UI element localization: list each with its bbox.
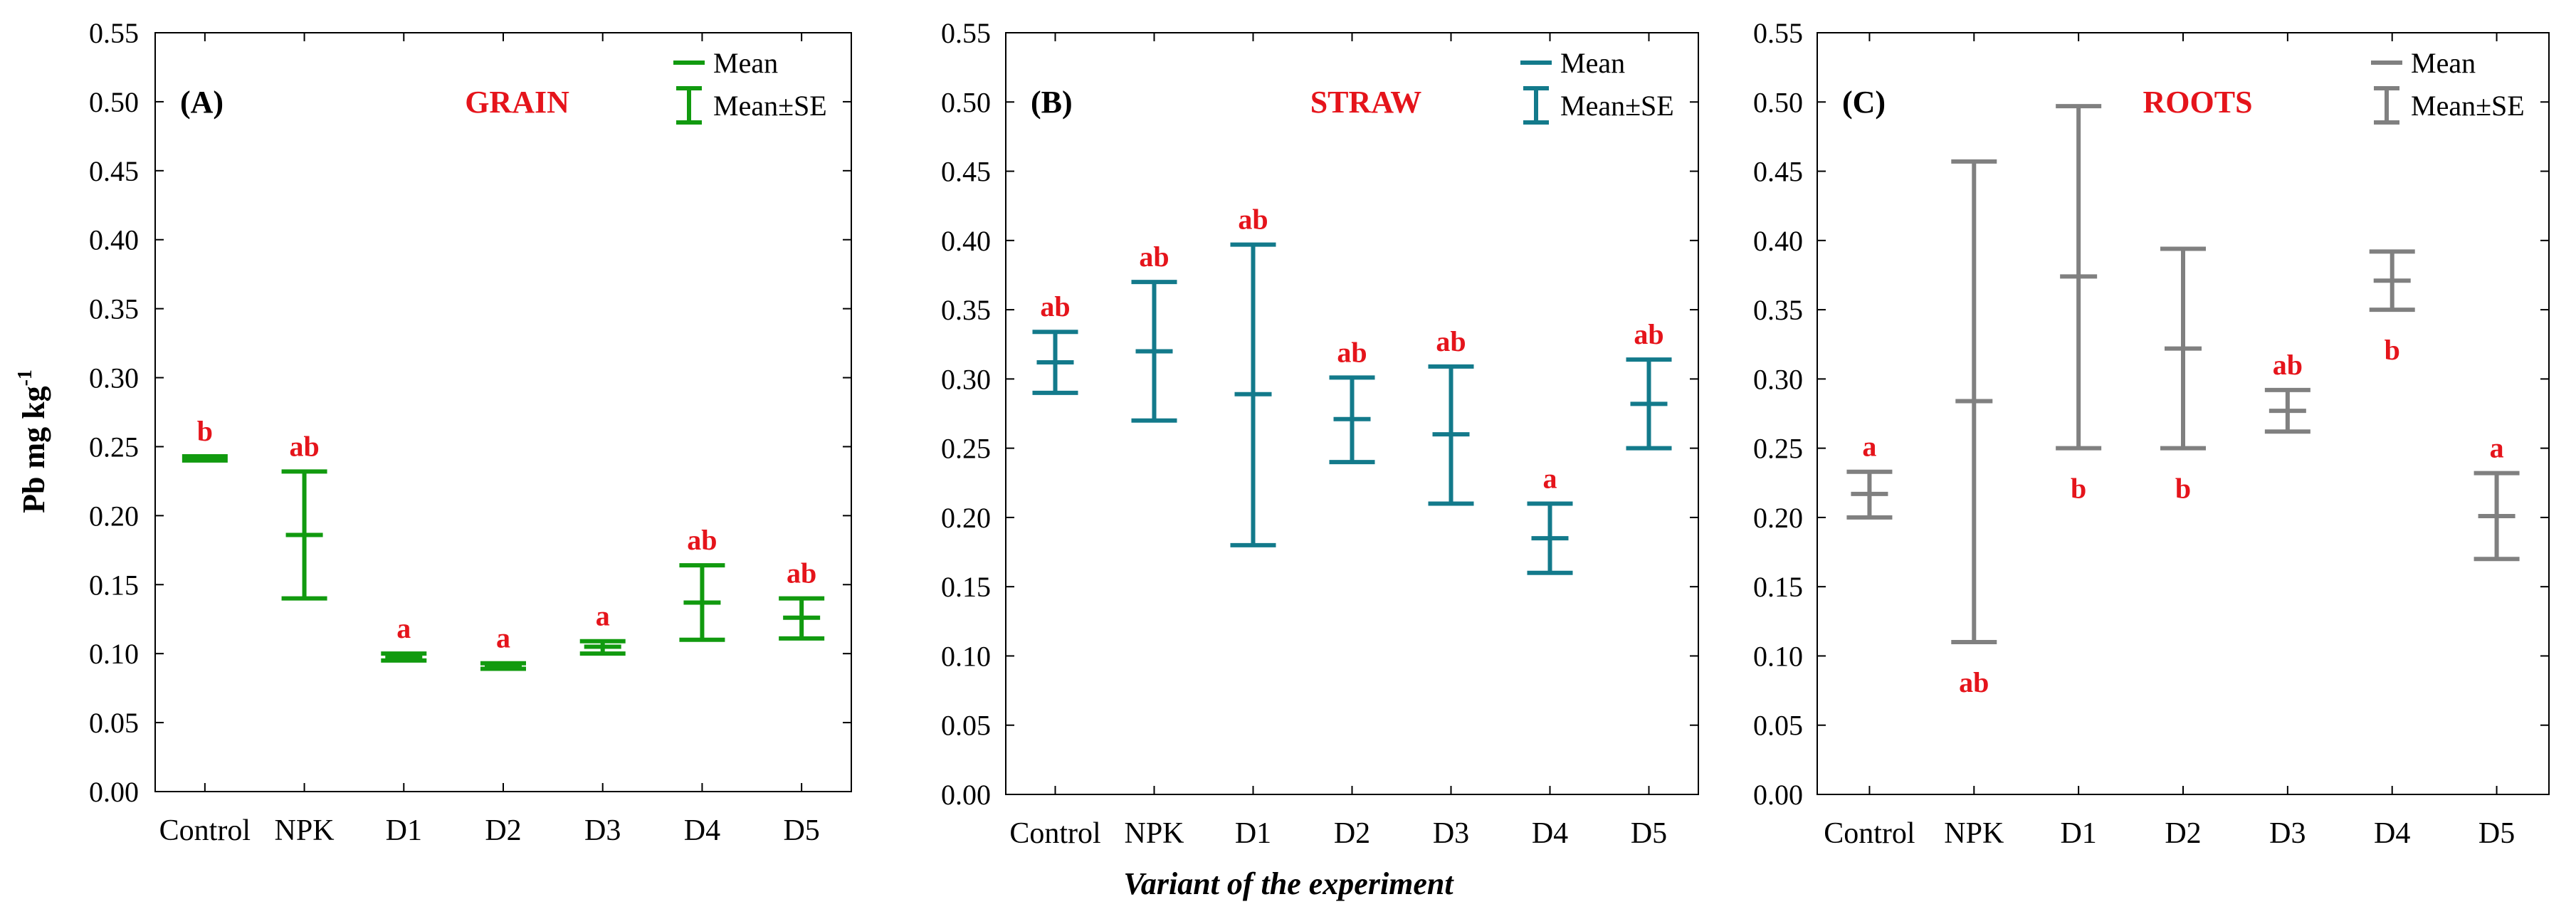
y-tick-label: 0.45 bbox=[1753, 156, 1803, 188]
significance-letter: b bbox=[2071, 473, 2086, 505]
plot-frame bbox=[154, 32, 852, 792]
significance-letter: ab bbox=[1634, 318, 1663, 350]
panel-tag: (A) bbox=[180, 85, 224, 120]
y-tick-label: 0.00 bbox=[941, 779, 991, 811]
significance-letter: ab bbox=[1238, 204, 1268, 236]
y-tick-label: 0.40 bbox=[1753, 225, 1803, 257]
y-tick-label: 0.00 bbox=[1753, 779, 1803, 811]
panel-roots: 0.00 0.05 0.10 0.15 0.20 0.25 0.30 0.35 0.40 0.45… bbox=[1753, 17, 2550, 850]
y-tick-label: 0.50 bbox=[941, 86, 991, 118]
y-tick-label: 0.15 bbox=[89, 569, 139, 601]
panel-tag: (C) bbox=[1842, 85, 1886, 120]
legend-se-label: Mean±SE bbox=[2411, 90, 2525, 122]
x-tick-label: D1 bbox=[1235, 817, 1271, 850]
significance-letter: a bbox=[1862, 431, 1876, 463]
x-tick-label: D2 bbox=[2165, 817, 2201, 850]
x-tick-label: D4 bbox=[1532, 817, 1568, 850]
x-tick-label: D4 bbox=[2374, 817, 2410, 850]
y-tick-label: 0.15 bbox=[1753, 571, 1803, 603]
y-axis-label: Pb mg kg-1 bbox=[14, 369, 51, 513]
y-tick-label: 0.55 bbox=[941, 17, 991, 49]
y-tick-label: 0.20 bbox=[1753, 502, 1803, 534]
x-tick-label: Control bbox=[159, 814, 251, 847]
significance-letter: ab bbox=[1040, 290, 1070, 322]
x-tick-label: D3 bbox=[584, 814, 621, 847]
significance-letter: ab bbox=[289, 430, 319, 462]
significance-letter: ab bbox=[787, 557, 816, 589]
y-tick-label: 0.55 bbox=[89, 17, 139, 49]
panel-grain: 0.00 0.05 0.10 0.15 0.20 0.25 0.30 0.35 0.40 0.45… bbox=[89, 17, 852, 847]
y-tick-label: 0.50 bbox=[89, 86, 139, 118]
legend-mean-label: Mean bbox=[2411, 47, 2476, 79]
y-tick-label: 0.40 bbox=[89, 224, 139, 256]
x-tick-label: D3 bbox=[1433, 817, 1469, 850]
panel-straw: 0.00 0.05 0.10 0.15 0.20 0.25 0.30 0.35 0.40 0.45… bbox=[941, 17, 1699, 850]
y-tick-label: 0.10 bbox=[941, 640, 991, 672]
panel-title: GRAIN bbox=[465, 85, 569, 120]
y-tick-label: 0.05 bbox=[1753, 710, 1803, 742]
significance-letter: ab bbox=[1959, 666, 1989, 698]
y-tick-label: 0.30 bbox=[1753, 363, 1803, 395]
significance-letter: ab bbox=[1436, 325, 1466, 357]
y-tick-label: 0.10 bbox=[1753, 640, 1803, 672]
significance-letter: b bbox=[197, 415, 213, 447]
legend-mean-label: Mean bbox=[1560, 47, 1625, 79]
significance-letter: ab bbox=[2273, 349, 2303, 381]
x-tick-label: NPK bbox=[1124, 817, 1184, 850]
y-tick-label: 0.05 bbox=[89, 707, 139, 739]
y-tick-label: 0.45 bbox=[941, 156, 991, 188]
x-tick-label: D1 bbox=[386, 814, 422, 847]
panel-title: STRAW bbox=[1310, 85, 1422, 120]
y-tick-label: 0.20 bbox=[941, 502, 991, 534]
panel-title: ROOTS bbox=[2143, 85, 2253, 120]
legend-mean-label: Mean bbox=[713, 47, 778, 79]
x-axis-label: Variant of the experiment bbox=[1123, 866, 1454, 901]
x-tick-label: D2 bbox=[485, 814, 521, 847]
y-tick-label: 0.00 bbox=[89, 776, 139, 808]
y-tick-label: 0.45 bbox=[89, 155, 139, 187]
y-tick-label: 0.25 bbox=[1753, 433, 1803, 465]
significance-letter: b bbox=[2175, 473, 2191, 505]
y-tick-label: 0.50 bbox=[1753, 86, 1803, 118]
y-tick-label: 0.05 bbox=[941, 710, 991, 742]
x-tick-label: D4 bbox=[684, 814, 720, 847]
legend-se-label: Mean±SE bbox=[1560, 90, 1674, 122]
significance-letter: a bbox=[396, 612, 411, 644]
x-tick-label: D5 bbox=[2478, 817, 2515, 850]
x-tick-label: Control bbox=[1009, 817, 1100, 850]
significance-letter: a bbox=[2490, 432, 2504, 464]
y-tick-label: 0.35 bbox=[89, 293, 139, 325]
y-tick-label: 0.20 bbox=[89, 500, 139, 532]
x-tick-label: D1 bbox=[2060, 817, 2096, 850]
significance-letter: ab bbox=[1139, 241, 1169, 273]
x-tick-label: D3 bbox=[2269, 817, 2306, 850]
y-tick-label: 0.30 bbox=[941, 363, 991, 395]
y-tick-label: 0.40 bbox=[941, 225, 991, 257]
x-tick-label: D5 bbox=[783, 814, 819, 847]
x-tick-label: D2 bbox=[1334, 817, 1370, 850]
y-tick-label: 0.25 bbox=[941, 433, 991, 465]
significance-letter: b bbox=[2385, 334, 2400, 366]
panel-tag: (B) bbox=[1031, 85, 1073, 120]
significance-letter: a bbox=[496, 622, 510, 654]
y-tick-label: 0.15 bbox=[941, 571, 991, 603]
y-tick-label: 0.30 bbox=[89, 362, 139, 394]
y-tick-label: 0.10 bbox=[89, 638, 139, 670]
x-tick-label: NPK bbox=[1944, 817, 2004, 850]
x-tick-label: NPK bbox=[275, 814, 335, 847]
significance-letter: a bbox=[1543, 462, 1557, 494]
y-tick-label: 0.55 bbox=[1753, 17, 1803, 49]
x-tick-label: Control bbox=[1824, 817, 1915, 850]
significance-letter: a bbox=[596, 600, 610, 632]
y-tick-label: 0.35 bbox=[1753, 294, 1803, 326]
legend-se-label: Mean±SE bbox=[713, 90, 827, 122]
significance-letter: ab bbox=[1337, 336, 1367, 368]
x-tick-label: D5 bbox=[1631, 817, 1667, 850]
y-tick-label: 0.25 bbox=[89, 431, 139, 463]
significance-letter: ab bbox=[687, 524, 717, 556]
panels: 0.00 0.05 0.10 0.15 0.20 0.25 0.30 0.35 0.40 0.45… bbox=[89, 17, 2550, 850]
y-tick-label: 0.35 bbox=[941, 294, 991, 326]
